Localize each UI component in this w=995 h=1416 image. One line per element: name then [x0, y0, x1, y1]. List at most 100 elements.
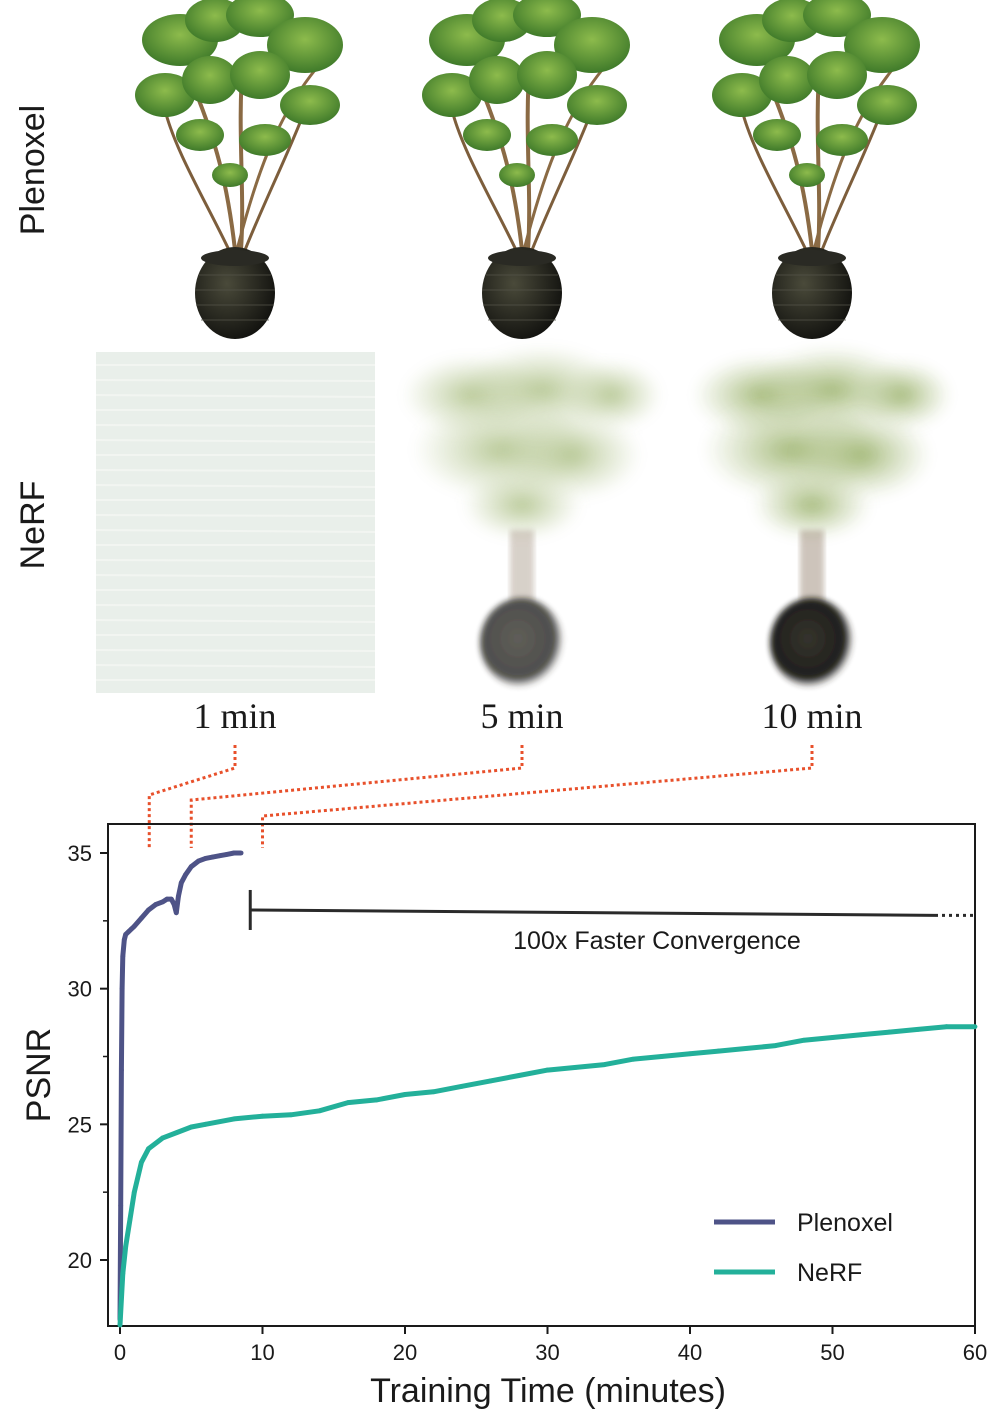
point-plenoxel	[138, 915, 144, 921]
point-nerf	[131, 1189, 137, 1195]
point-nerf	[944, 1024, 949, 1030]
annotation-line	[250, 908, 936, 917]
point-nerf	[117, 1322, 123, 1328]
point-nerf	[972, 1024, 978, 1030]
y-tick-label: 30	[68, 977, 92, 1002]
point-nerf	[602, 1062, 607, 1068]
point-plenoxel	[178, 880, 184, 886]
time-marker-leaders	[147, 745, 814, 848]
point-plenoxel	[171, 902, 177, 907]
point-plenoxel	[160, 899, 166, 905]
y-axis-title: PSNR	[20, 1028, 58, 1122]
x-tick-label: 30	[535, 1340, 559, 1365]
point-nerf	[146, 1146, 151, 1152]
point-nerf	[174, 1130, 180, 1135]
point-nerf	[630, 1056, 636, 1062]
series-line-plenoxel	[117, 850, 242, 1320]
point-plenoxel	[153, 902, 159, 907]
x-axis-title: Training Time (minutes)	[370, 1372, 726, 1410]
psnr-chart: 0 10 20 30 40 50 60 20 25 30 35 100x Faster Conver…	[20, 823, 987, 1410]
point-nerf	[138, 1159, 144, 1165]
point-plenoxel	[195, 858, 201, 864]
legend-label-nerf: NeRF	[797, 1259, 862, 1287]
leader-2	[189, 745, 524, 848]
point-nerf	[260, 1113, 265, 1119]
point-nerf	[545, 1067, 550, 1073]
x-tick-label: 40	[678, 1340, 702, 1365]
legend: Plenoxel NeRF	[714, 1209, 893, 1287]
point-plenoxel	[183, 872, 188, 878]
point-nerf	[488, 1078, 493, 1084]
x-tick-label: 10	[250, 1340, 274, 1365]
point-nerf	[659, 1054, 664, 1059]
point-nerf	[716, 1048, 721, 1054]
point-nerf	[431, 1089, 436, 1095]
point-plenoxel	[119, 986, 125, 992]
point-plenoxel	[168, 896, 174, 902]
point-nerf	[402, 1092, 408, 1097]
leader-1	[147, 745, 237, 848]
point-plenoxel	[118, 1203, 124, 1209]
point-nerf	[858, 1032, 864, 1038]
point-nerf	[773, 1043, 778, 1049]
plenoxel-render-3	[710, 0, 922, 341]
x-tick-label: 0	[114, 1340, 126, 1365]
point-plenoxel	[119, 1067, 124, 1073]
leader-3	[261, 745, 814, 848]
point-nerf	[516, 1073, 522, 1078]
point-nerf	[127, 1216, 133, 1222]
point-plenoxel	[238, 850, 244, 856]
point-plenoxel	[210, 854, 216, 860]
nerf-render-2	[402, 345, 662, 688]
time-label-2: 5 min	[480, 696, 563, 736]
point-plenoxel	[176, 894, 181, 899]
point-nerf	[123, 1244, 129, 1249]
point-nerf	[120, 1271, 126, 1276]
nerf-render-3	[692, 345, 952, 688]
point-plenoxel	[131, 923, 137, 929]
point-nerf	[288, 1112, 294, 1118]
nerf-render-1	[95, 352, 376, 693]
point-nerf	[317, 1108, 322, 1114]
point-plenoxel	[188, 864, 194, 869]
point-nerf	[801, 1037, 807, 1043]
point-nerf	[687, 1051, 693, 1057]
row-label-nerf: NeRF	[14, 481, 52, 570]
x-tick-label: 20	[393, 1340, 417, 1365]
point-nerf	[231, 1116, 237, 1122]
y-tick-label: 25	[68, 1112, 92, 1137]
point-plenoxel	[224, 851, 230, 857]
point-nerf	[160, 1135, 166, 1141]
point-plenoxel	[121, 937, 127, 943]
point-nerf	[188, 1124, 194, 1130]
point-plenoxel	[217, 853, 223, 859]
plenoxel-render-1	[133, 0, 345, 341]
point-nerf	[374, 1097, 379, 1103]
x-tick-label: 50	[820, 1340, 844, 1365]
row-label-plenoxel: Plenoxel	[14, 105, 52, 235]
plenoxel-render-2	[420, 0, 632, 341]
legend-label-plenoxel: Plenoxel	[797, 1209, 893, 1237]
point-nerf	[345, 1100, 351, 1106]
plot-frame	[107, 823, 976, 1327]
point-plenoxel	[164, 896, 170, 902]
series-line-nerf	[117, 1024, 975, 1326]
time-label-3: 10 min	[761, 696, 862, 736]
x-tick-label: 60	[963, 1340, 987, 1365]
point-nerf	[459, 1083, 465, 1089]
annotation-text: 100x Faster Convergence	[513, 927, 801, 955]
point-plenoxel	[231, 850, 237, 856]
point-plenoxel	[203, 856, 208, 861]
point-nerf	[915, 1026, 921, 1032]
point-nerf	[203, 1121, 208, 1127]
image-panels	[95, 0, 952, 693]
point-nerf	[573, 1064, 579, 1070]
time-label-1: 1 min	[193, 696, 276, 736]
point-plenoxel	[146, 907, 151, 913]
y-tick-label: 35	[68, 841, 92, 866]
point-plenoxel	[173, 910, 179, 916]
point-nerf	[744, 1045, 750, 1051]
point-nerf	[830, 1035, 835, 1040]
point-nerf	[887, 1029, 892, 1035]
